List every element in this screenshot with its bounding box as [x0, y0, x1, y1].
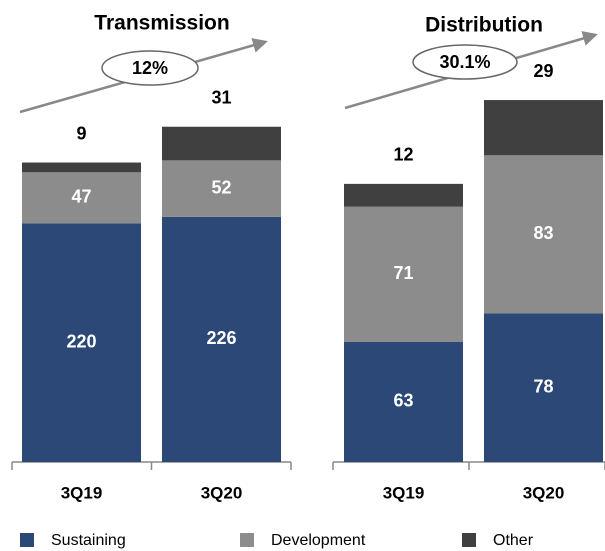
growth-bubble [101, 50, 199, 86]
chart-title: Transmission [94, 12, 229, 35]
growth-bubble [412, 44, 518, 80]
legend-swatch [462, 533, 476, 547]
x-tick-label: 3Q20 [523, 483, 565, 502]
bar-segment [484, 313, 603, 462]
legend-label: Other [493, 532, 534, 549]
data-label: 52 [211, 177, 231, 197]
bar-segment [22, 172, 141, 224]
data-label: 83 [533, 223, 553, 243]
bar-segment [344, 183, 463, 207]
bar-segment [484, 155, 603, 314]
data-label: 78 [533, 376, 553, 396]
bar-segment [344, 341, 463, 462]
legend-swatch [20, 533, 34, 547]
legend-label: Sustaining [51, 532, 126, 549]
data-label: 63 [393, 391, 413, 411]
bar-segment [162, 216, 281, 462]
data-label: 29 [533, 61, 553, 81]
bar-segment [484, 100, 603, 156]
data-label: 12 [393, 145, 413, 165]
bar-segment [162, 126, 281, 161]
data-label: 220 [66, 331, 96, 351]
x-tick-label: 3Q19 [383, 483, 425, 502]
x-tick-label: 3Q20 [201, 483, 243, 502]
legend-swatch [240, 533, 254, 547]
bar-segment [22, 223, 141, 462]
growth-label: 12% [132, 58, 168, 78]
data-label: 47 [71, 187, 91, 207]
data-label: 9 [76, 123, 86, 143]
data-label: 31 [211, 87, 231, 107]
growth-label: 30.1% [439, 52, 490, 72]
x-tick-label: 3Q19 [61, 483, 103, 502]
data-label: 226 [206, 328, 236, 348]
chart-title: Distribution [425, 14, 543, 37]
bar-segment [22, 162, 141, 173]
bar-segment [162, 160, 281, 217]
bar-segment [344, 206, 463, 342]
data-label: 71 [393, 263, 413, 283]
legend-label: Development [271, 532, 366, 549]
